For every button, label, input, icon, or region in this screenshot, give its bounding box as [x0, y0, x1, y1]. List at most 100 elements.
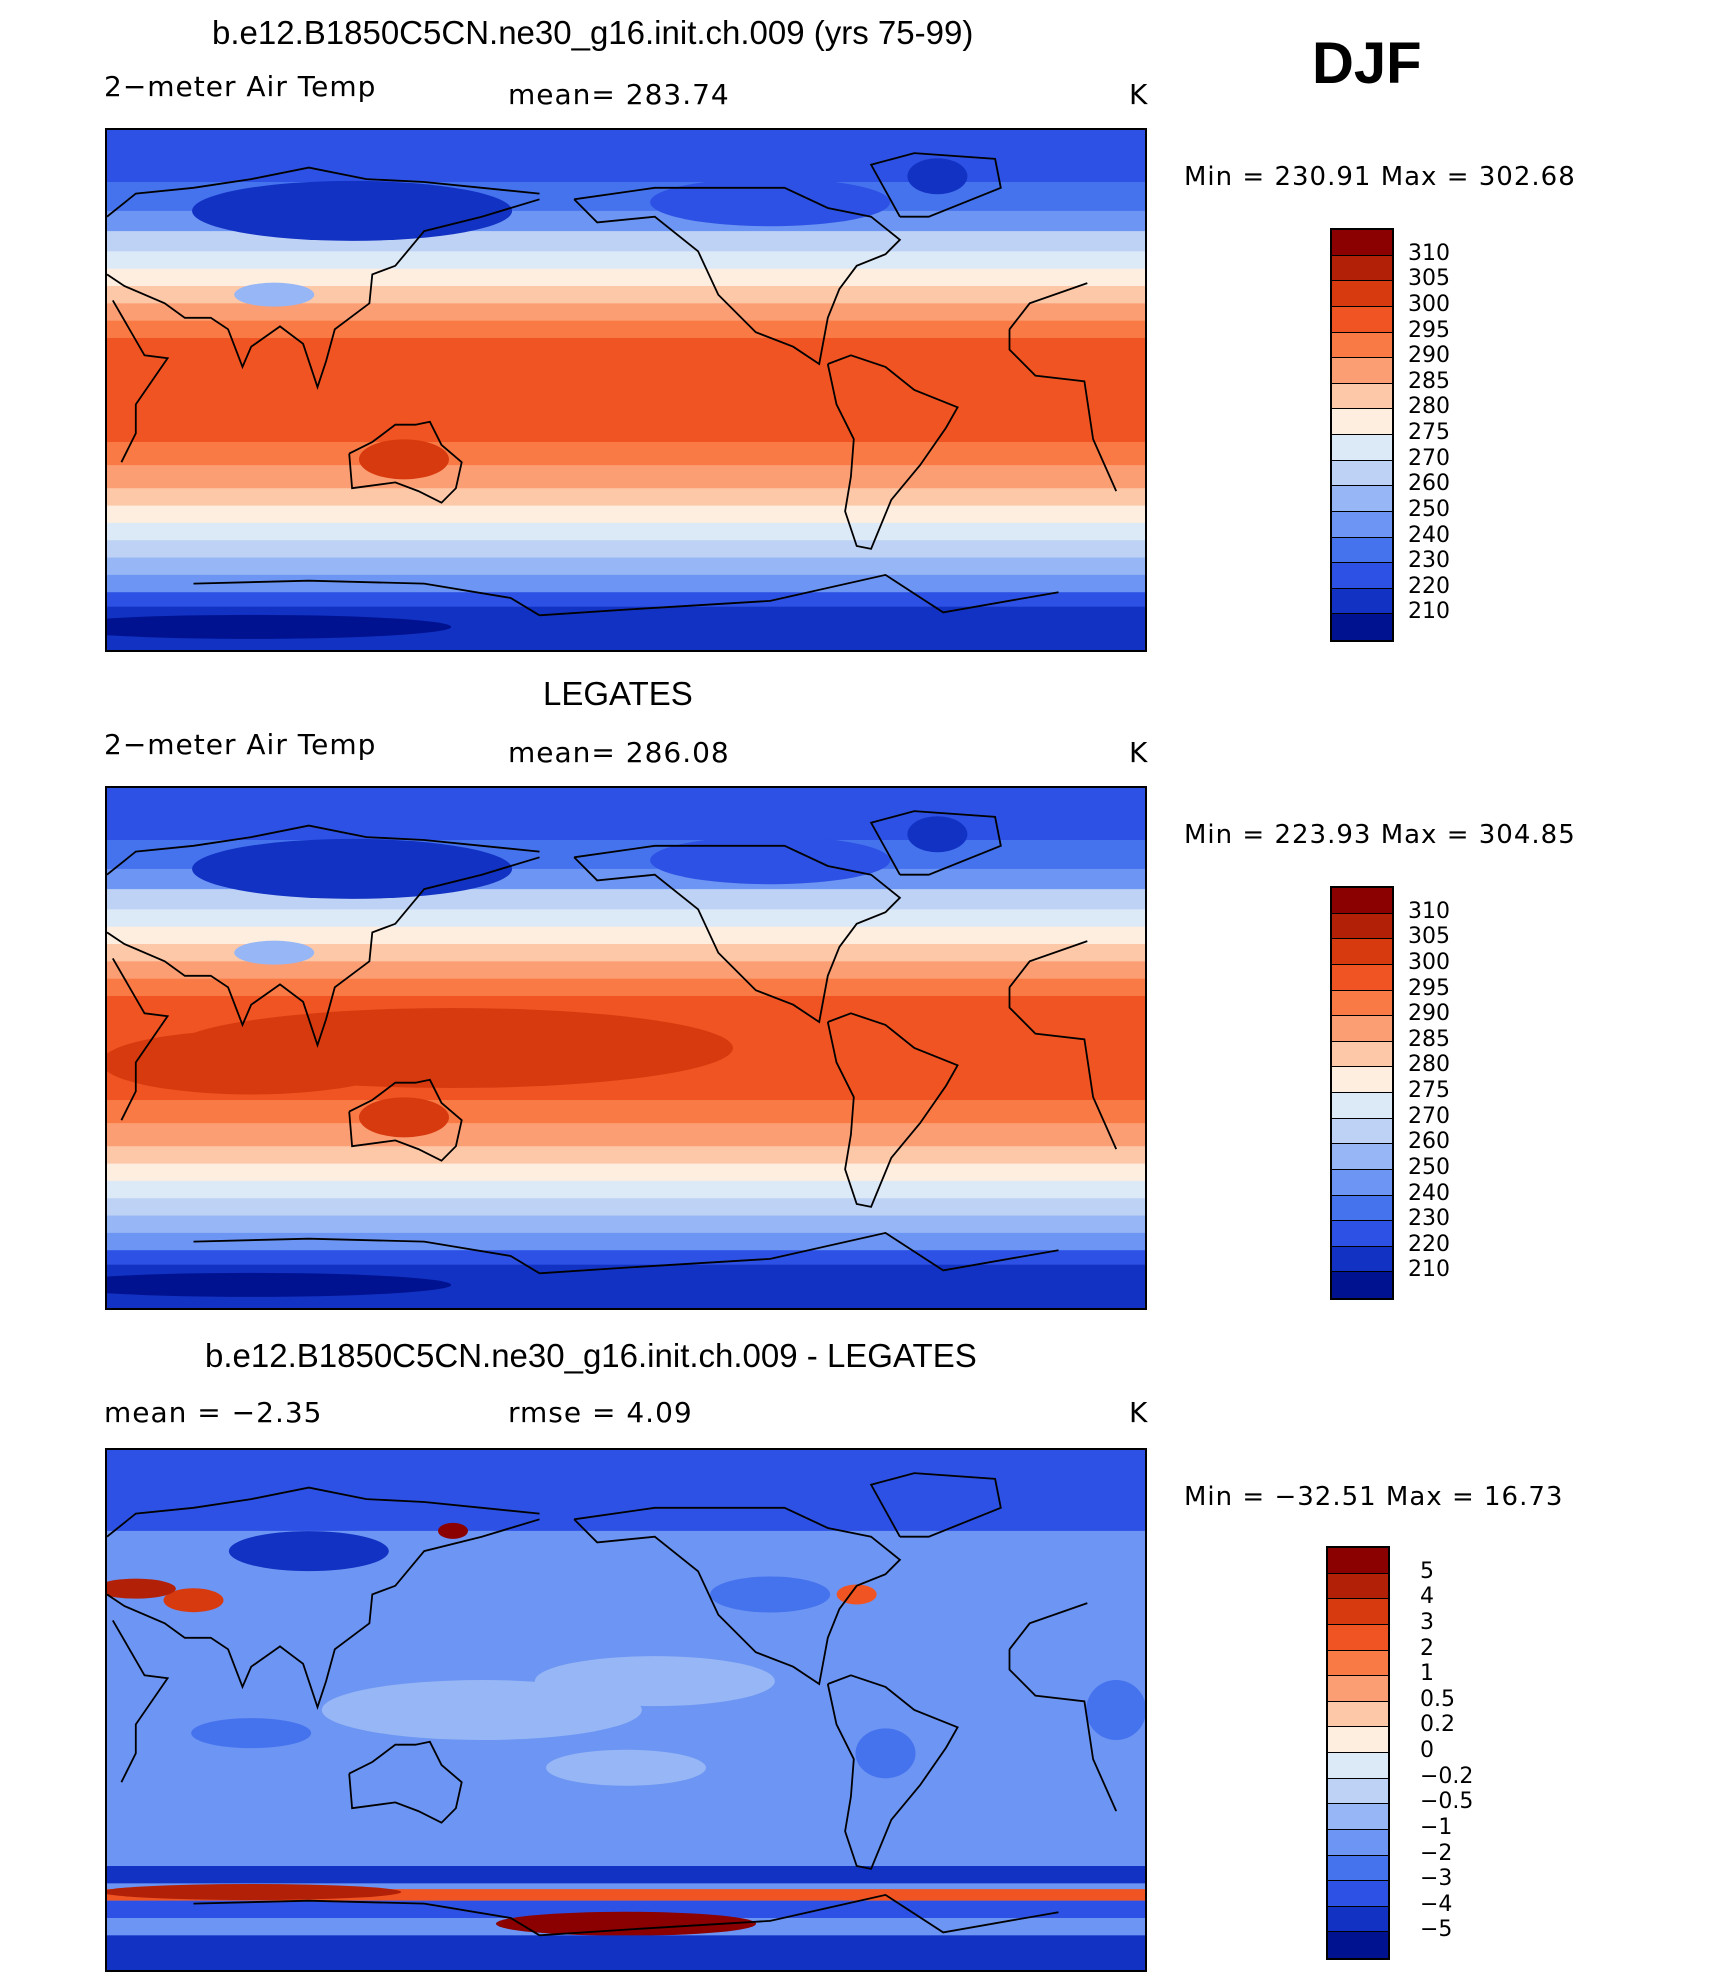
colorbar-tick-label: 0 — [1420, 1738, 1434, 1763]
panel-3-colorbar-labels: 5 4 3 2 1 0.5 0.2 0 −0.2 −0.5 −1 −2 −3 −4 −5 — [1420, 1546, 1500, 1960]
colorbar-swatch — [1332, 230, 1392, 256]
colorbar-tick-label: 300 — [1408, 291, 1450, 317]
colorbar-tick-label: 0.2 — [1420, 1712, 1455, 1738]
panel-1-title: b.e12.B1850C5CN.ne30_g16.init.ch.009 (yr… — [212, 14, 974, 51]
colorbar-swatch — [1328, 1855, 1388, 1882]
colorbar-swatch — [1332, 1118, 1392, 1145]
colorbar-tick-label: 250 — [1408, 496, 1450, 522]
colorbar-tick-label: 310 — [1408, 240, 1450, 266]
panel-3-map — [105, 1448, 1147, 1972]
colorbar-tick-label: 5 — [1420, 1558, 1434, 1584]
panel-2-map-plot — [107, 788, 1145, 1308]
colorbar-swatch — [1332, 255, 1392, 282]
colorbar-tick-label: −0.2 — [1420, 1763, 1474, 1789]
colorbar-swatch — [1328, 1932, 1388, 1958]
colorbar-swatch — [1332, 1041, 1392, 1068]
colorbar-tick-label: 3 — [1420, 1609, 1434, 1635]
colorbar-swatch — [1332, 1144, 1392, 1170]
colorbar-swatch — [1332, 1272, 1392, 1298]
colorbar-tick-label: 4 — [1420, 1584, 1434, 1610]
panel-3-mean-label: mean = −2.35 — [104, 1396, 323, 1429]
colorbar-tick-label: 270 — [1408, 445, 1450, 471]
colorbar-tick-label: 250 — [1408, 1154, 1450, 1180]
colorbar-swatch — [1332, 332, 1392, 359]
colorbar-tick-label: −4 — [1420, 1891, 1453, 1917]
colorbar-tick-label: 210 — [1408, 1257, 1450, 1283]
colorbar-tick-label: 1 — [1420, 1661, 1434, 1687]
colorbar-tick-label: 270 — [1408, 1103, 1450, 1129]
colorbar-tick-label: 300 — [1408, 949, 1450, 975]
colorbar-tick-label: 260 — [1408, 471, 1450, 497]
colorbar-swatch — [1332, 358, 1392, 384]
colorbar-tick-label: 295 — [1408, 317, 1450, 343]
panel-3-units: K — [1129, 1396, 1149, 1429]
colorbar-swatch — [1332, 435, 1392, 461]
panel-2-colorbar-labels: 310 305 300 295 290 285 280 275 270 260 250 240 230 2… — [1408, 886, 1468, 1300]
panel-2-map — [105, 786, 1147, 1310]
colorbar-tick-label: 2 — [1420, 1635, 1434, 1661]
colorbar-tick-label: 285 — [1408, 368, 1450, 394]
colorbar-swatch — [1332, 537, 1392, 564]
colorbar-tick-label: 230 — [1408, 548, 1450, 574]
colorbar-swatch — [1332, 460, 1392, 487]
colorbar-swatch — [1332, 409, 1392, 435]
colorbar-tick-label: −1 — [1420, 1814, 1453, 1840]
panel-1-minmax: Min = 230.91 Max = 302.68 — [1184, 162, 1576, 192]
panel-1-colorbar — [1330, 228, 1394, 642]
colorbar-swatch — [1328, 1778, 1388, 1805]
colorbar-swatch — [1332, 1169, 1392, 1196]
colorbar-tick-label: 285 — [1408, 1026, 1450, 1052]
colorbar-swatch — [1332, 383, 1392, 410]
panel-2-colorbar — [1330, 886, 1394, 1300]
colorbar-swatch — [1328, 1599, 1388, 1625]
colorbar-tick-label: 240 — [1408, 522, 1450, 548]
colorbar-tick-label: 295 — [1408, 975, 1450, 1001]
panel-3-rmse-label: rmse = 4.09 — [508, 1396, 693, 1429]
panel-1-mean-label: mean= 283.74 — [508, 78, 730, 111]
colorbar-swatch — [1332, 1067, 1392, 1093]
panel-1-units: K — [1129, 78, 1149, 111]
colorbar-tick-label: 275 — [1408, 420, 1450, 445]
colorbar-tick-label: 290 — [1408, 1001, 1450, 1027]
season-label: DJF — [1312, 31, 1422, 96]
colorbar-swatch — [1328, 1753, 1388, 1779]
colorbar-tick-label: 230 — [1408, 1206, 1450, 1232]
colorbar-swatch — [1332, 1016, 1392, 1042]
colorbar-swatch — [1332, 939, 1392, 965]
colorbar-tick-label: −2 — [1420, 1840, 1453, 1866]
colorbar-swatch — [1332, 990, 1392, 1017]
colorbar-swatch — [1328, 1624, 1388, 1651]
colorbar-swatch — [1328, 1701, 1388, 1728]
colorbar-swatch — [1328, 1906, 1388, 1933]
colorbar-swatch — [1328, 1727, 1388, 1753]
colorbar-tick-label: 220 — [1408, 573, 1450, 599]
colorbar-swatch — [1328, 1829, 1388, 1856]
colorbar-tick-label: −5 — [1420, 1917, 1453, 1943]
colorbar-swatch — [1332, 563, 1392, 589]
colorbar-swatch — [1332, 486, 1392, 512]
colorbar-swatch — [1332, 511, 1392, 538]
colorbar-swatch — [1328, 1881, 1388, 1907]
colorbar-swatch — [1332, 964, 1392, 991]
colorbar-swatch — [1332, 888, 1392, 914]
colorbar-swatch — [1328, 1650, 1388, 1677]
panel-3-colorbar — [1326, 1546, 1390, 1960]
panel-2-minmax: Min = 223.93 Max = 304.85 — [1184, 820, 1576, 850]
panel-3-title: b.e12.B1850C5CN.ne30_g16.init.ch.009 - L… — [205, 1337, 977, 1374]
colorbar-tick-label: 280 — [1408, 394, 1450, 420]
colorbar-swatch — [1332, 306, 1392, 333]
colorbar-tick-label: 305 — [1408, 266, 1450, 292]
colorbar-tick-label: 260 — [1408, 1129, 1450, 1155]
panel-2-mean-label: mean= 286.08 — [508, 736, 730, 769]
colorbar-swatch — [1332, 1093, 1392, 1119]
colorbar-tick-label: 275 — [1408, 1078, 1450, 1103]
colorbar-swatch — [1332, 1246, 1392, 1273]
colorbar-tick-label: −3 — [1420, 1866, 1453, 1892]
colorbar-tick-label: 220 — [1408, 1231, 1450, 1257]
colorbar-tick-label: −0.5 — [1420, 1789, 1474, 1815]
colorbar-tick-label: 305 — [1408, 924, 1450, 950]
panel-3-map-plot — [107, 1450, 1145, 1970]
colorbar-tick-label: 0.5 — [1420, 1686, 1455, 1712]
colorbar-tick-label: 280 — [1408, 1052, 1450, 1078]
colorbar-swatch — [1332, 281, 1392, 307]
